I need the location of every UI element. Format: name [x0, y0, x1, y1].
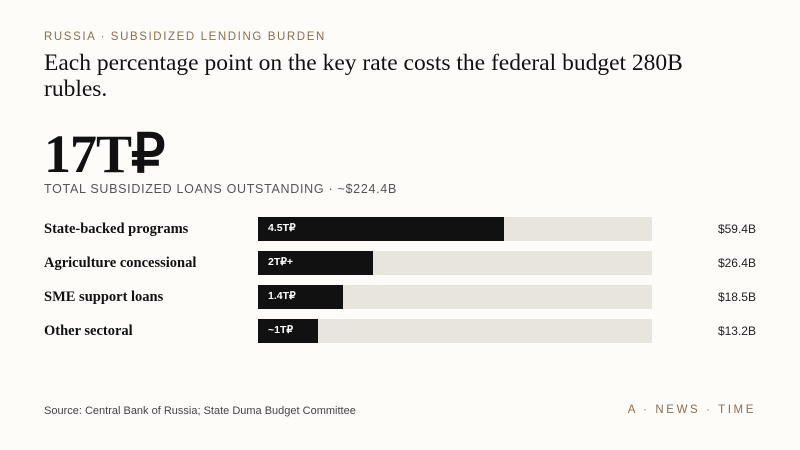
bar-value-label: 2T₽+ — [268, 256, 294, 268]
bar-value-label: ~1T₽ — [268, 324, 294, 336]
bar-track: 4.5T₽ — [258, 217, 652, 241]
bar-value-label: 4.5T₽ — [268, 222, 296, 234]
bar: ~1T₽ — [258, 319, 318, 343]
total-caption: TOTAL SUBSIDIZED LOANS OUTSTANDING · ~$2… — [44, 182, 397, 196]
bar-category-label: State-backed programs — [44, 221, 189, 237]
bar-usd-label: $26.4B — [717, 256, 756, 270]
bar: 1.4T₽ — [258, 285, 343, 309]
kicker: RUSSIA · SUBSIDIZED LENDING BURDEN — [44, 31, 326, 43]
bar-track: ~1T₽ — [258, 319, 652, 343]
bar-category-label: Other sectoral — [44, 323, 133, 339]
brand-logo: A · NEWS · TIME — [627, 404, 756, 416]
source-note: Source: Central Bank of Russia; State Du… — [44, 405, 356, 417]
bar-usd-label: $59.4B — [717, 222, 756, 236]
headline: Each percentage point on the key rate co… — [44, 50, 683, 102]
bar-category-label: SME support loans — [44, 289, 164, 305]
bar-track: 1.4T₽ — [258, 285, 652, 309]
bar-category-label: Agriculture concessional — [44, 255, 197, 271]
bar-usd-label: $18.5B — [717, 290, 756, 304]
bar: 4.5T₽ — [258, 217, 504, 241]
bar-usd-label: $13.2B — [717, 324, 756, 338]
bar: 2T₽+ — [258, 251, 373, 275]
total-value: 17T₽ — [44, 124, 165, 184]
bar-value-label: 1.4T₽ — [268, 290, 296, 302]
bar-track: 2T₽+ — [258, 251, 652, 275]
